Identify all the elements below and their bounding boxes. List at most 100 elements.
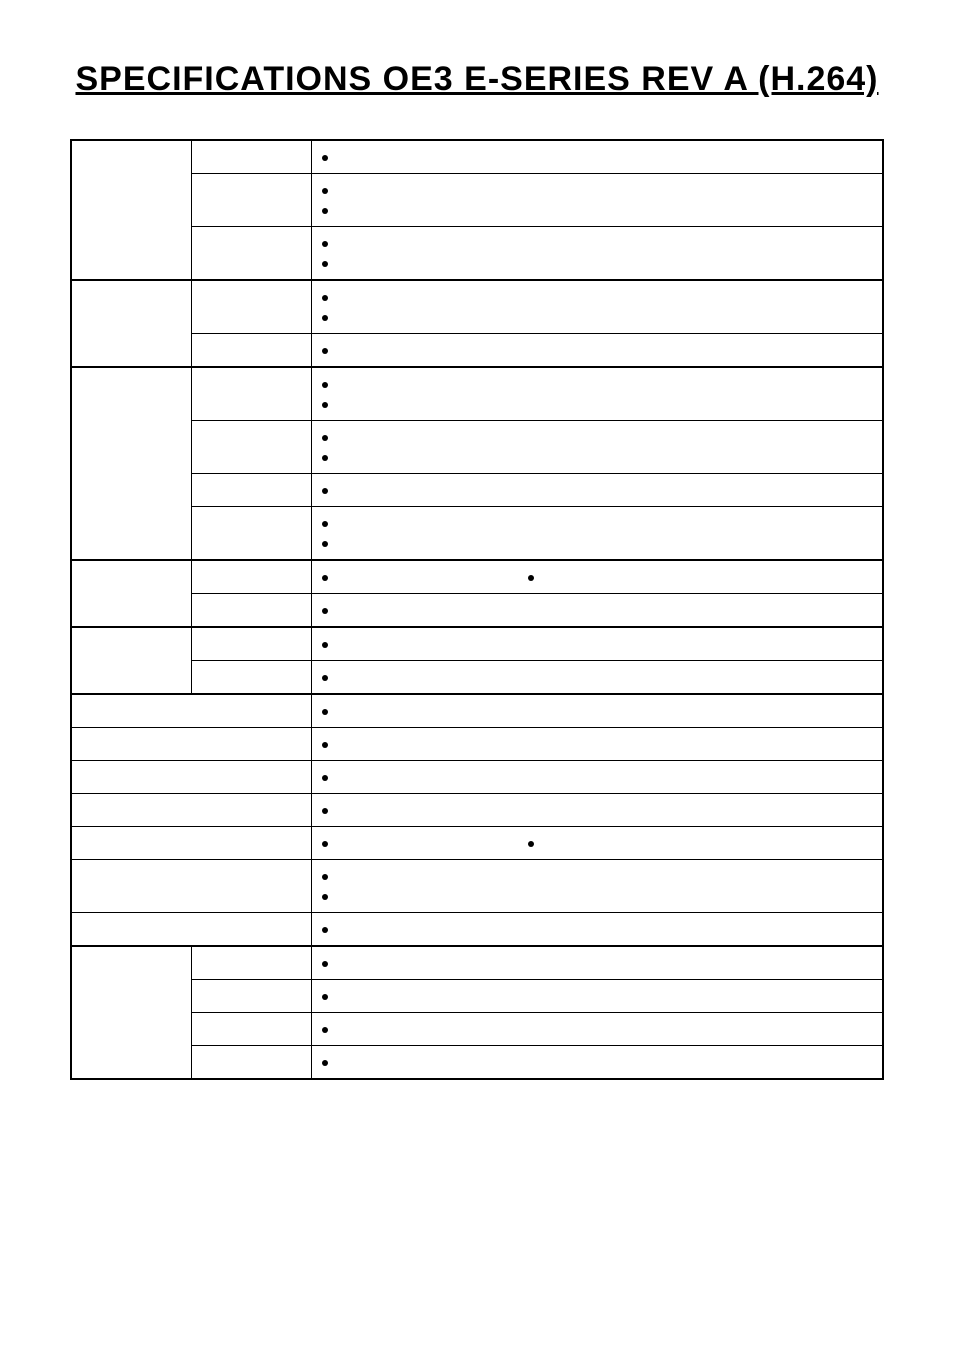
spec-value-cell (311, 174, 883, 227)
bullet-line (322, 200, 873, 220)
spec-sub-cell (191, 661, 311, 695)
spec-value-cell (311, 507, 883, 561)
bullet-line (322, 919, 873, 939)
bullet-icon (322, 841, 328, 847)
bullet-icon (322, 208, 328, 214)
spec-sub-cell (191, 140, 311, 174)
bullet-icon (322, 775, 328, 781)
table-row (71, 227, 883, 281)
spec-group-cell (71, 280, 191, 367)
table-row (71, 761, 883, 794)
bullet-icon (322, 541, 328, 547)
spec-value-cell (311, 860, 883, 913)
table-row (71, 661, 883, 695)
bullet-line (322, 233, 873, 253)
bullet-line (322, 287, 873, 307)
spec-sub-cell (191, 980, 311, 1013)
spec-value-cell (311, 980, 883, 1013)
bullet-line (322, 800, 873, 820)
bullet-icon (322, 961, 328, 967)
bullet-icon (322, 315, 328, 321)
bullet-icon (322, 188, 328, 194)
bullet-icon (322, 927, 328, 933)
spec-value-cell (311, 140, 883, 174)
bullet-line (322, 634, 873, 654)
spec-value-cell (311, 1046, 883, 1080)
table-row (71, 140, 883, 174)
spec-value-cell (311, 728, 883, 761)
spec-label-cell (71, 728, 311, 761)
bullet-icon (322, 435, 328, 441)
bullet-line (322, 833, 873, 853)
spec-value-cell (311, 367, 883, 421)
bullet-icon (322, 642, 328, 648)
spec-value-cell (311, 827, 883, 860)
bullet-icon (322, 675, 328, 681)
table-row (71, 174, 883, 227)
spec-sub-cell (191, 507, 311, 561)
spec-sub-cell (191, 174, 311, 227)
table-row (71, 594, 883, 628)
spec-value-cell (311, 694, 883, 728)
bullet-line (322, 253, 873, 273)
spec-value-cell (311, 280, 883, 334)
spec-sub-cell (191, 1046, 311, 1080)
bullet-icon (322, 894, 328, 900)
table-row (71, 421, 883, 474)
bullet-line (322, 953, 873, 973)
bullet-line (322, 701, 873, 721)
table-row (71, 827, 883, 860)
spec-table (70, 139, 884, 1080)
bullet-icon (322, 382, 328, 388)
bullet-line (322, 767, 873, 787)
table-row (71, 334, 883, 368)
bullet-icon (322, 709, 328, 715)
bullet-line (322, 734, 873, 754)
spec-value-cell (311, 227, 883, 281)
table-row (71, 860, 883, 913)
spec-label-cell (71, 694, 311, 728)
table-row (71, 1046, 883, 1080)
spec-sub-cell (191, 627, 311, 661)
spec-label-cell (71, 827, 311, 860)
bullet-line (322, 374, 873, 394)
table-row (71, 280, 883, 334)
bullet-line (322, 567, 873, 587)
bullet-line (322, 1052, 873, 1072)
bullet-icon (528, 575, 534, 581)
bullet-line (322, 340, 873, 360)
spec-group-cell (71, 367, 191, 560)
table-row (71, 728, 883, 761)
spec-value-cell (311, 560, 883, 594)
spec-sub-cell (191, 334, 311, 368)
bullet-line (322, 480, 873, 500)
spec-sub-cell (191, 594, 311, 628)
bullet-icon (322, 608, 328, 614)
spec-value-cell (311, 627, 883, 661)
spec-sub-cell (191, 474, 311, 507)
spec-sub-cell (191, 560, 311, 594)
spec-value-cell (311, 913, 883, 947)
bullet-line (322, 513, 873, 533)
table-row (71, 913, 883, 947)
table-row (71, 560, 883, 594)
table-row (71, 1013, 883, 1046)
table-row (71, 474, 883, 507)
spec-label-cell (71, 794, 311, 827)
spec-value-cell (311, 761, 883, 794)
bullet-icon (322, 261, 328, 267)
spec-value-cell (311, 661, 883, 695)
bullet-icon (528, 841, 534, 847)
bullet-line (322, 180, 873, 200)
page-title: SPECIFICATIONS OE3 E-SERIES REV A (H.264… (70, 60, 884, 99)
bullet-line (322, 394, 873, 414)
table-row (71, 946, 883, 980)
table-row (71, 627, 883, 661)
spec-label-cell (71, 913, 311, 947)
bullet-line (322, 533, 873, 553)
bullet-icon (322, 348, 328, 354)
bullet-line (322, 667, 873, 687)
spec-value-cell (311, 594, 883, 628)
spec-sub-cell (191, 280, 311, 334)
spec-value-cell (311, 794, 883, 827)
